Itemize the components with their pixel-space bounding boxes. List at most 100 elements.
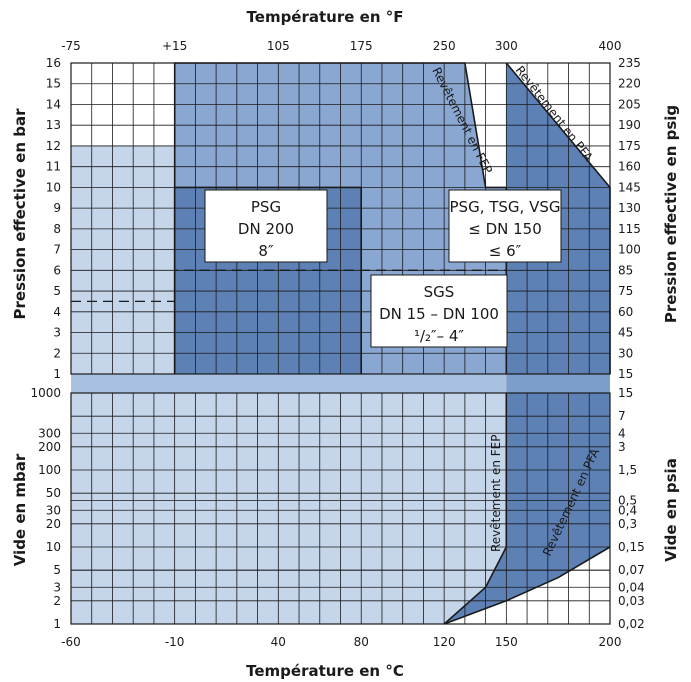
psia-tick-label: 0,07 [618,563,645,577]
psg-tsg-vsg-label-line: ≤ 6″ [489,242,522,260]
mbar-tick-label: 10 [46,540,61,554]
sgs-label-line: SGS [424,283,455,301]
psig-tick-label: 235 [618,56,641,70]
psig-tick-label: 220 [618,77,641,91]
bar-tick-label: 6 [53,263,61,277]
fahrenheit-tick-label: 400 [599,39,622,53]
sgs-label-box [370,274,508,348]
psig-tick-label: 60 [618,305,633,319]
mbar-tick-label: 30 [46,503,61,517]
psia-tick-label: 0,4 [618,503,637,517]
psig-tick-label: 205 [618,97,641,111]
mbar-tick-label: 200 [38,440,61,454]
bar-tick-label: 8 [53,222,61,236]
psig-tick-label: 15 [618,367,633,381]
sgs-dashed-limit [71,269,507,303]
psia-tick-label: 7 [618,409,626,423]
psg-dn200-label-line: DN 200 [238,220,294,238]
psia-tick-label: 0,3 [618,517,637,531]
celsius-tick-label: 200 [599,635,622,649]
psig-tick-label: 85 [618,263,633,277]
bar-tick-label: 13 [46,118,61,132]
celsius-tick-label: 150 [495,635,518,649]
bar-tick-label: 10 [46,180,61,194]
pfa-band-segment [506,374,610,393]
vacuum-frame [70,392,611,625]
mbar-tick-label: 50 [46,486,61,500]
right-vacuum-axis-title: Vide en psia [662,458,680,562]
psia-tick-label: 0,15 [618,540,645,554]
mbar-tick-label: 1000 [30,386,61,400]
mbar-tick-label: 2 [53,594,61,608]
psig-tick-label: 75 [618,284,633,298]
pfa-pressure-outline [505,62,611,374]
psg-tsg-vsg-label-line: ≤ DN 150 [468,220,542,238]
bar-tick-label: 12 [46,139,61,153]
celsius-tick-label: 40 [271,635,286,649]
psig-tick-label: 30 [618,346,633,360]
fahrenheit-tick-label: -75 [61,39,81,53]
psig-tick-label: 190 [618,118,641,132]
axis-ticks: -60 -10 40 80 120 150 200-75 +15 105 175 250 300 400… [30,39,644,649]
bar-tick-label: 9 [53,201,61,215]
celsius-tick-label: -10 [165,635,185,649]
bar-tick-label: 3 [53,326,61,340]
sgs-vacuum-area [71,393,507,624]
atmospheric-band [71,374,610,393]
psia-tick-label: 0,5 [618,494,637,508]
bar-tick-label: 4 [53,305,61,319]
psg-dn200-label-line: 8″ [258,242,274,260]
bottom-axis-title: Température en °C [246,662,404,680]
mbar-tick-label: 5 [53,563,61,577]
psig-tick-label: 175 [618,139,641,153]
sgs-label-line: ¹/₂″– 4″ [414,327,464,345]
bar-tick-label: 2 [53,346,61,360]
region-outlines [70,62,611,625]
celsius-tick-label: -60 [61,635,81,649]
psig-tick-label: 100 [618,243,641,257]
right-pressure-axis-title: Pression effective en psig [662,105,680,323]
bar-tick-label: 7 [53,243,61,257]
bar-tick-label: 14 [46,97,61,111]
sgs-label-line: DN 15 – DN 100 [379,305,499,323]
psig-tick-label: 145 [618,180,641,194]
psig-tick-label: 45 [618,326,633,340]
mbar-tick-label: 1 [53,617,61,631]
bar-tick-label: 1 [53,367,61,381]
psig-tick-label: 130 [618,201,641,215]
psia-tick-label: 0,02 [618,617,645,631]
fahrenheit-tick-label: 300 [495,39,518,53]
psig-tick-label: 160 [618,160,641,174]
psg-tsg-vsg-label-line: PSG, TSG, VSG [450,198,561,216]
fahrenheit-tick-label: +15 [162,39,187,53]
mbar-tick-label: 3 [53,580,61,594]
bar-tick-label: 5 [53,284,61,298]
psg-dn200-outline [173,186,363,374]
mbar-tick-label: 20 [46,517,61,531]
psg-tsg-vsg-label-box [448,189,562,263]
psia-tick-label: 3 [618,440,626,454]
bar-tick-label: 16 [46,56,61,70]
celsius-tick-label: 80 [354,635,369,649]
psia-tick-label: 0,04 [618,580,645,594]
mbar-tick-label: 100 [38,463,61,477]
bar-tick-label: 15 [46,77,61,91]
psig-tick-label: 115 [618,222,641,236]
top-axis-title: Température en °F [247,8,404,26]
fep-lining-label-vacuum: Revêtement en FEP [489,435,503,552]
fahrenheit-tick-label: 105 [267,39,290,53]
psg-dn200-label-box [204,189,328,263]
pfa-vacuum-outline [443,546,611,625]
psia-tick-label: 0,03 [618,594,645,608]
psia-tick-label: 4 [618,426,626,440]
psia-tick-label: 15 [618,386,633,400]
celsius-tick-label: 120 [433,635,456,649]
bar-tick-label: 11 [46,160,61,174]
fep-vacuum-outline [443,393,508,625]
psia-tick-label: 1,5 [618,463,637,477]
fahrenheit-tick-label: 175 [350,39,373,53]
mbar-tick-label: 300 [38,426,61,440]
left-pressure-axis-title: Pression effective en bar [11,108,29,320]
psg-dn200-label-line: PSG [251,198,281,216]
